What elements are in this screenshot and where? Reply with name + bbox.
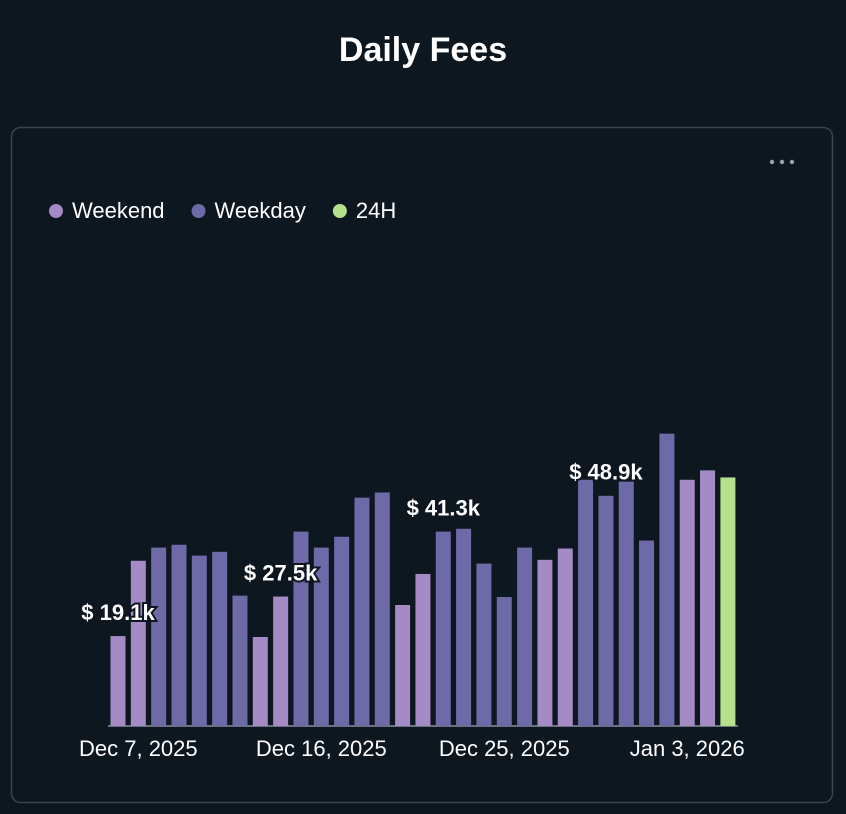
bar [293,531,309,726]
bar [639,540,655,726]
bar [252,637,268,726]
legend-item[interactable]: Weekday [191,198,306,223]
bar [130,560,146,726]
bar [456,528,472,726]
x-tick-label: Dec 25, 2025 [439,736,570,761]
legend-label: Weekday [215,198,306,223]
bar [496,597,512,726]
bar [435,531,451,726]
bar [374,492,390,726]
bar [212,551,228,726]
bar [679,479,695,726]
data-label: $ 27.5k [244,560,318,585]
bar [557,548,573,726]
x-tick-label: Jan 3, 2026 [630,736,745,761]
x-tick-label: Dec 16, 2025 [256,736,387,761]
bar [334,536,350,726]
bar [415,573,431,726]
menu-dot [769,159,775,165]
bar [578,479,594,726]
bar [151,547,167,726]
bar [313,547,329,726]
legend-swatch [191,204,206,218]
chart-title: Daily Fees [339,31,507,69]
data-label: $ 41.3k [407,495,481,520]
data-label: $ 48.9k [569,460,643,485]
bar [659,433,675,726]
bar [110,636,126,726]
legend-item[interactable]: 24H [332,198,396,223]
bar [618,481,634,726]
legend-label: 24H [356,198,396,223]
bar [598,495,614,726]
bar [537,559,553,726]
bar [273,596,289,726]
bar [720,477,736,726]
menu-dot [789,159,795,165]
bar [700,470,716,726]
bar [232,595,248,726]
bar [395,605,411,726]
bar [191,555,207,726]
legend-swatch [49,204,63,218]
legend-swatch [332,204,347,218]
bar [354,497,370,726]
bar [476,563,492,726]
legend-item[interactable]: Weekend [49,198,165,223]
menu-dot [779,159,785,165]
data-label: $ 19.1k [81,600,155,625]
bar [171,544,187,726]
legend-label: Weekend [72,198,165,223]
menu-button[interactable] [769,159,795,165]
x-tick-label: Dec 7, 2025 [79,736,198,761]
bar [517,547,533,726]
